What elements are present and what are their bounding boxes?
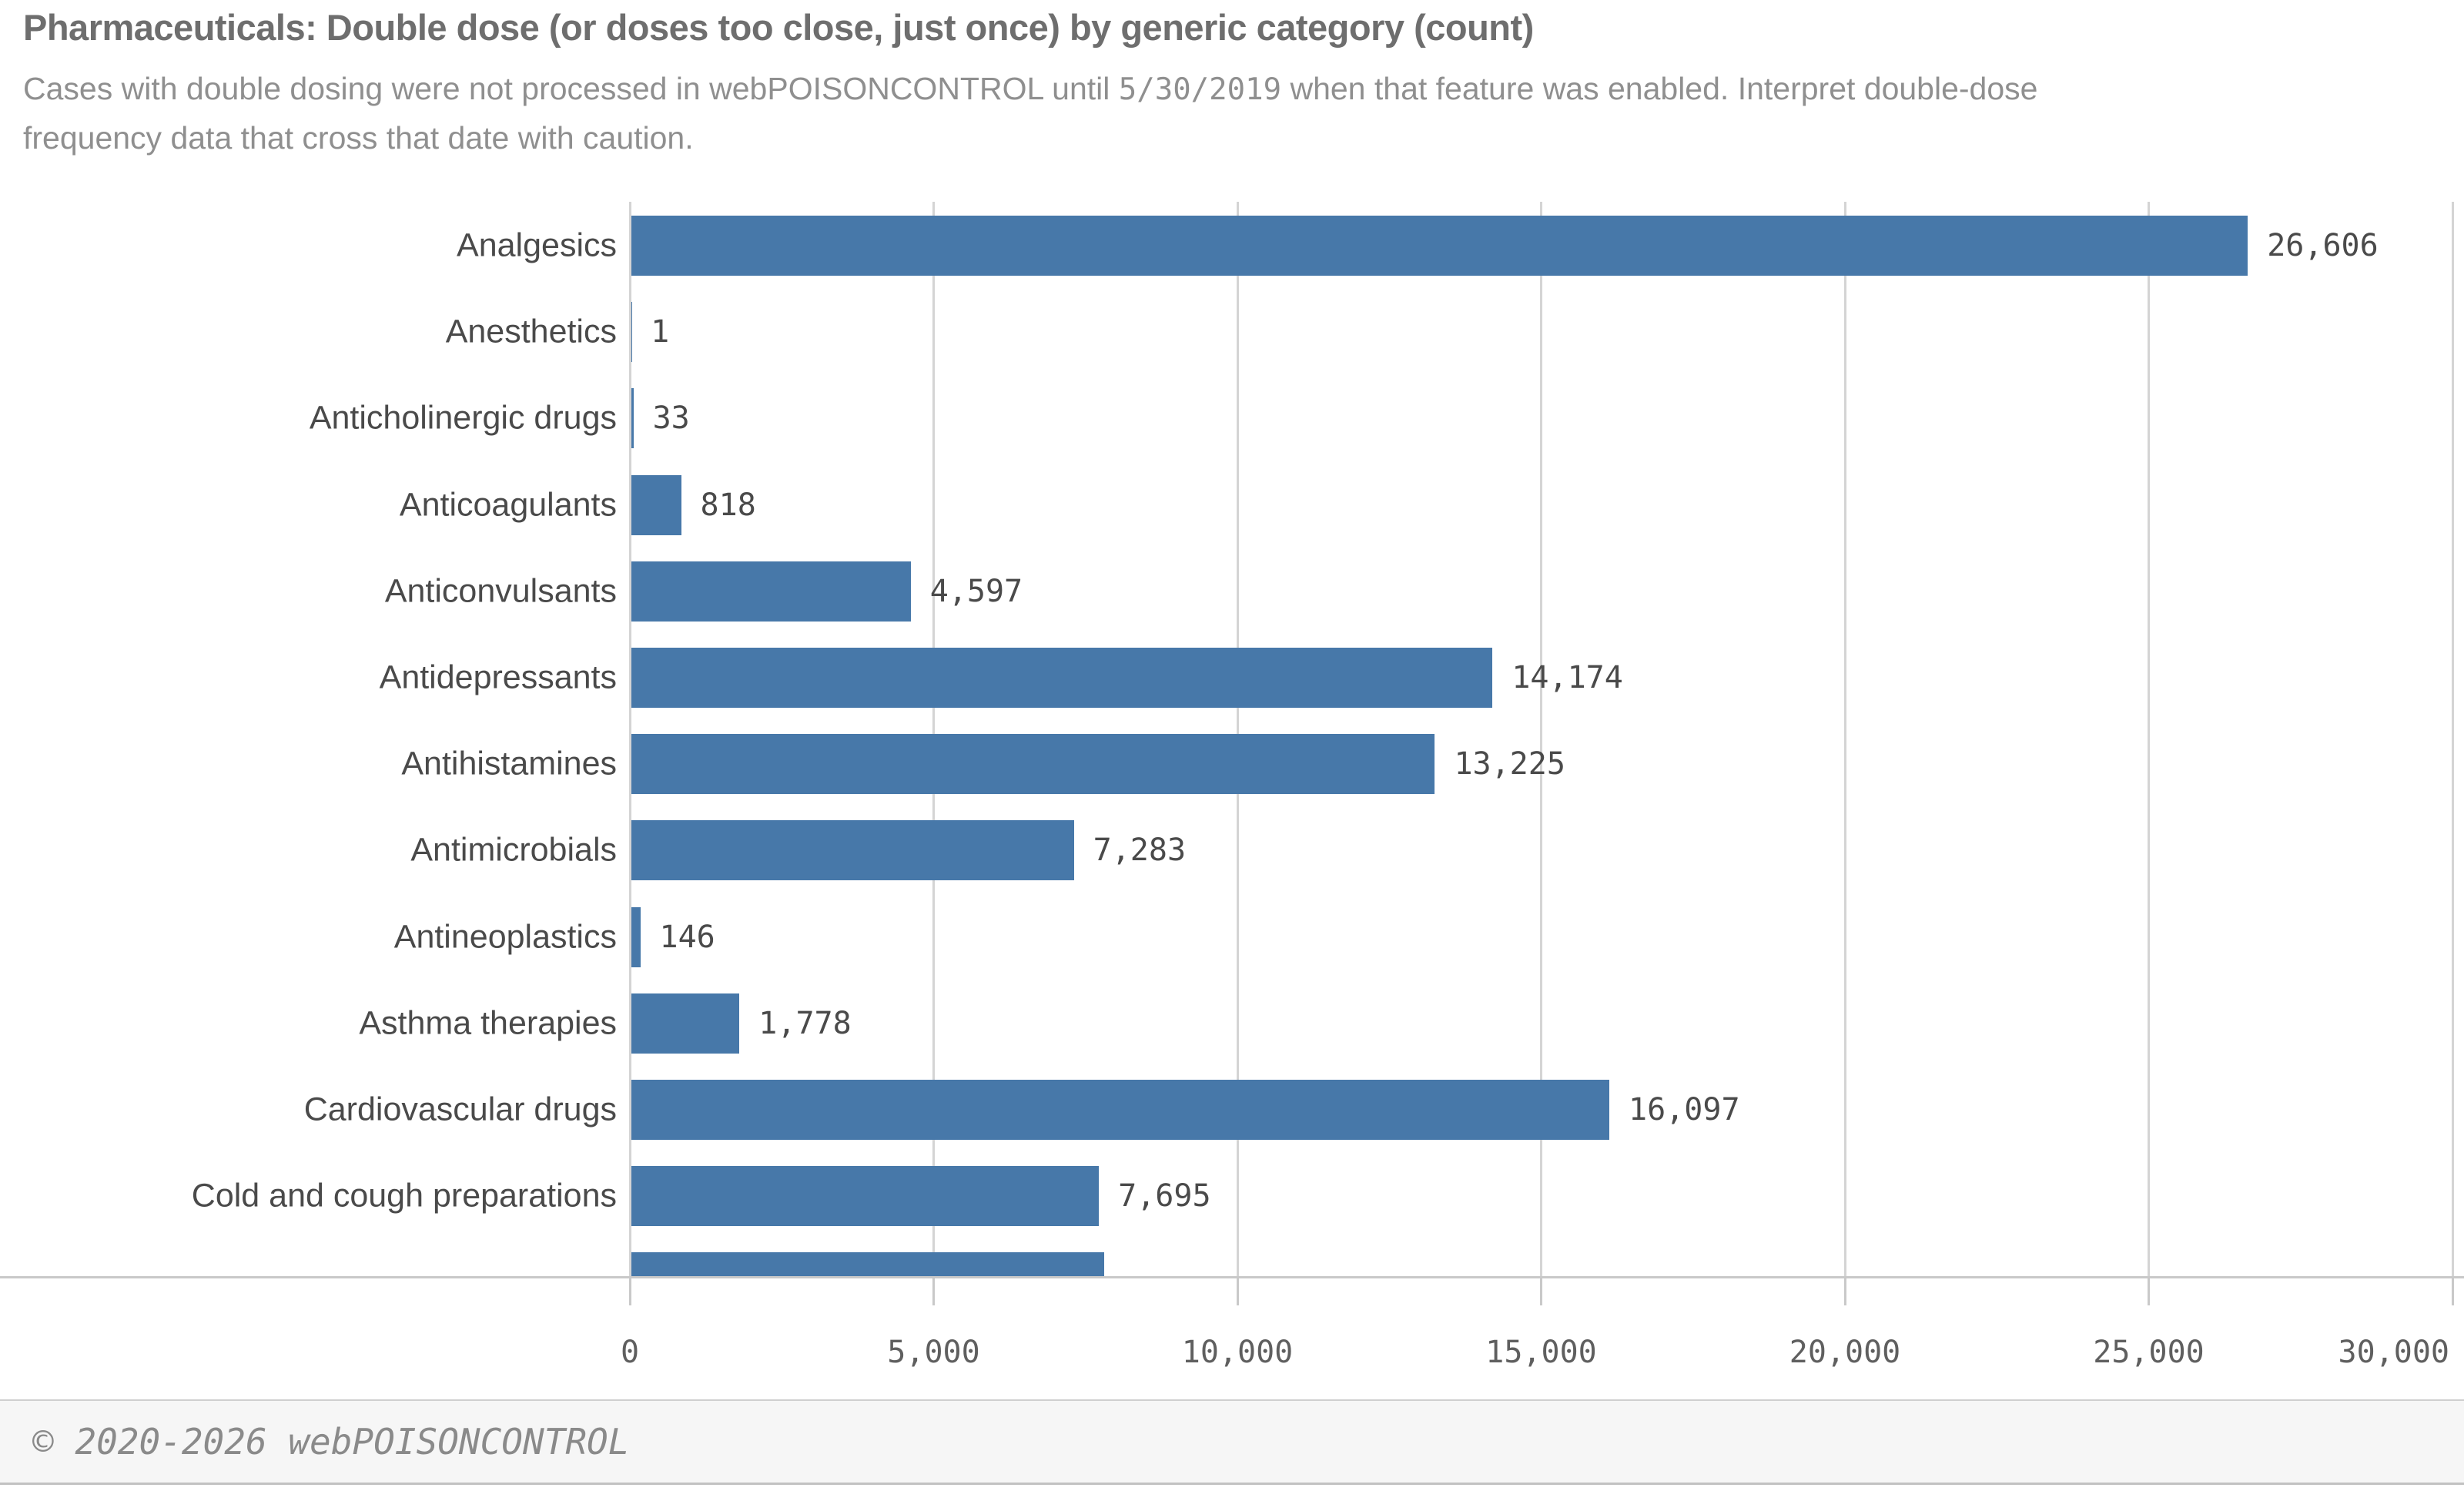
value-label-anticoagulants: 818 [700, 487, 756, 523]
category-label-antidepressants[interactable]: Antidepressants [379, 658, 617, 696]
bar-antineoplastics[interactable] [631, 906, 641, 967]
bar-antidepressants[interactable] [631, 648, 1493, 708]
value-label-anticonvulsants: 4,597 [929, 573, 1023, 609]
bar-cold-and-cough-preparations[interactable] [631, 1166, 1100, 1227]
tick-mark-10000 [1236, 1276, 1239, 1305]
gridline-0 [628, 202, 631, 1276]
value-label-antineoplastics: 146 [659, 919, 715, 955]
bar-anticholinergic-drugs[interactable] [631, 388, 634, 449]
bar-antihistamines[interactable] [631, 734, 1435, 795]
copyright-text: © 2020-2026 webPOISONCONTROL [32, 1421, 630, 1463]
gridline-30000 [2451, 202, 2454, 1276]
subtitle-text-pre: Cases with double dosing were not proces… [23, 71, 1119, 106]
gridline-20000 [1843, 202, 1846, 1276]
value-label-cold-and-cough-preparations: 7,695 [1118, 1178, 1211, 1215]
bar-anticonvulsants[interactable] [631, 561, 911, 622]
category-label-antineoplastics[interactable]: Antineoplastics [393, 918, 617, 956]
bar-analgesics[interactable] [631, 216, 2248, 276]
value-label-antihistamines: 13,225 [1454, 746, 1565, 782]
x-tick-label-25000: 25,000 [2093, 1335, 2205, 1370]
plot-area [0, 202, 2464, 1278]
category-label-anticholinergic-drugs[interactable]: Anticholinergic drugs [309, 399, 617, 437]
category-label-antimicrobials[interactable]: Antimicrobials [410, 831, 617, 869]
value-label-antimicrobials: 7,283 [1093, 833, 1187, 869]
category-label-antihistamines[interactable]: Antihistamines [401, 745, 617, 782]
value-label-asthma-therapies: 1,778 [758, 1005, 852, 1041]
category-label-cold-and-cough-preparations[interactable]: Cold and cough preparations [191, 1177, 617, 1215]
bar-clipped[interactable] [631, 1252, 1104, 1276]
x-tick-label-20000: 20,000 [1789, 1335, 1901, 1370]
x-tick-label-0: 0 [620, 1335, 640, 1370]
category-label-anticonvulsants[interactable]: Anticonvulsants [384, 572, 617, 610]
tick-mark-5000 [932, 1276, 935, 1305]
gridline-25000 [2148, 202, 2150, 1276]
tick-mark-20000 [1843, 1276, 1846, 1305]
category-label-analgesics[interactable]: Analgesics [457, 226, 617, 264]
value-label-cardiovascular-drugs: 16,097 [1629, 1092, 1740, 1127]
gridline-15000 [1540, 202, 1542, 1276]
x-tick-label-15000: 15,000 [1485, 1335, 1597, 1370]
bar-asthma-therapies[interactable] [631, 993, 740, 1054]
category-label-anesthetics[interactable]: Anesthetics [445, 313, 617, 350]
subtitle-date: 5/30/2019 [1118, 72, 1282, 107]
category-label-cardiovascular-drugs[interactable]: Cardiovascular drugs [303, 1091, 617, 1128]
x-tick-label-5000: 5,000 [887, 1335, 980, 1370]
value-label-anticholinergic-drugs: 33 [652, 400, 690, 437]
bar-antimicrobials[interactable] [631, 820, 1074, 881]
tick-mark-15000 [1540, 1276, 1542, 1305]
bar-cardiovascular-drugs[interactable] [631, 1080, 1610, 1140]
x-tick-label-30000: 30,000 [2338, 1335, 2450, 1370]
tick-mark-30000 [2451, 1276, 2454, 1305]
value-label-analgesics: 26,606 [2267, 228, 2379, 263]
chart-title: Pharmaceuticals: Double dose (or doses t… [23, 7, 1534, 48]
footer-bar: © 2020-2026 webPOISONCONTROL [0, 1399, 2464, 1485]
chart-subtitle-line1: Cases with double dosing were not proces… [23, 71, 2441, 107]
tick-mark-0 [628, 1276, 631, 1305]
chart-subtitle-line2: frequency data that cross that date with… [23, 120, 694, 156]
value-label-anesthetics: 1 [651, 314, 670, 350]
category-label-asthma-therapies[interactable]: Asthma therapies [359, 1004, 617, 1042]
value-label-antidepressants: 14,174 [1512, 660, 1623, 695]
subtitle-text-post: when that feature was enabled. Interpret… [1281, 71, 2038, 106]
category-label-anticoagulants[interactable]: Anticoagulants [399, 486, 617, 524]
bar-anticoagulants[interactable] [631, 474, 681, 535]
x-tick-label-10000: 10,000 [1181, 1335, 1294, 1370]
tick-mark-25000 [2148, 1276, 2150, 1305]
